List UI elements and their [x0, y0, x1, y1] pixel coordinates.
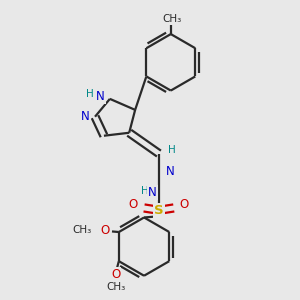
- Text: H: H: [167, 145, 175, 155]
- Text: N: N: [81, 110, 90, 123]
- Text: CH₃: CH₃: [163, 14, 182, 24]
- Text: H: H: [86, 89, 94, 99]
- Text: CH₃: CH₃: [72, 225, 91, 235]
- Text: N: N: [148, 186, 157, 199]
- Text: CH₃: CH₃: [106, 282, 125, 292]
- Text: N: N: [96, 90, 105, 103]
- Text: H: H: [141, 186, 148, 196]
- Text: O: O: [129, 199, 138, 212]
- Text: S: S: [154, 204, 164, 218]
- Text: N: N: [166, 165, 175, 178]
- Text: O: O: [111, 268, 121, 281]
- Text: O: O: [100, 224, 110, 237]
- Text: O: O: [180, 199, 189, 212]
